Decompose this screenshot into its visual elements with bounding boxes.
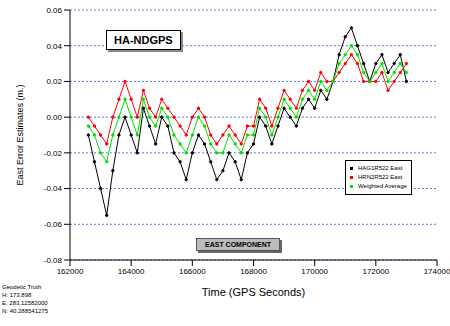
html-text:Geodetic Truth: Geodetic Truth (2, 284, 42, 290)
svg-text:166000: 166000 (179, 267, 206, 276)
svg-text:-0.04: -0.04 (44, 184, 63, 193)
svg-text:174000: 174000 (424, 267, 442, 276)
html-text:N: 40.288541275: N: 40.288541275 (2, 308, 48, 314)
svg-text:0.00: 0.00 (46, 113, 62, 122)
svg-text:Time (GPS Seconds): Time (GPS Seconds) (202, 286, 306, 298)
svg-text:East Error Estimates (m.): East Error Estimates (m.) (15, 84, 25, 185)
html-text:HAG1R522 East: HAG1R522 East (358, 165, 403, 171)
svg-text:-0.02: -0.02 (44, 149, 63, 158)
svg-text:168000: 168000 (240, 267, 267, 276)
html-text:Weighted Average: Weighted Average (358, 183, 407, 189)
svg-text:0.02: 0.02 (46, 77, 62, 86)
svg-text:0.04: 0.04 (46, 42, 62, 51)
html-text:EAST COMPONENT: EAST COMPONENT (205, 241, 272, 248)
svg-text:164000: 164000 (118, 267, 145, 276)
svg-text:172000: 172000 (362, 267, 389, 276)
html-text:HRN2R522 East: HRN2R522 East (358, 174, 403, 180)
svg-text:-0.06: -0.06 (44, 220, 63, 229)
html-text:H: 173.898: H: 173.898 (2, 292, 32, 298)
html-text:E: 283.12582000: E: 283.12582000 (2, 300, 48, 306)
html-text:HA-NDGPS: HA-NDGPS (114, 34, 173, 46)
svg-text:-0.08: -0.08 (44, 256, 63, 265)
svg-text:0.06: 0.06 (46, 6, 62, 15)
svg-text:162000: 162000 (57, 267, 84, 276)
svg-text:170000: 170000 (301, 267, 328, 276)
